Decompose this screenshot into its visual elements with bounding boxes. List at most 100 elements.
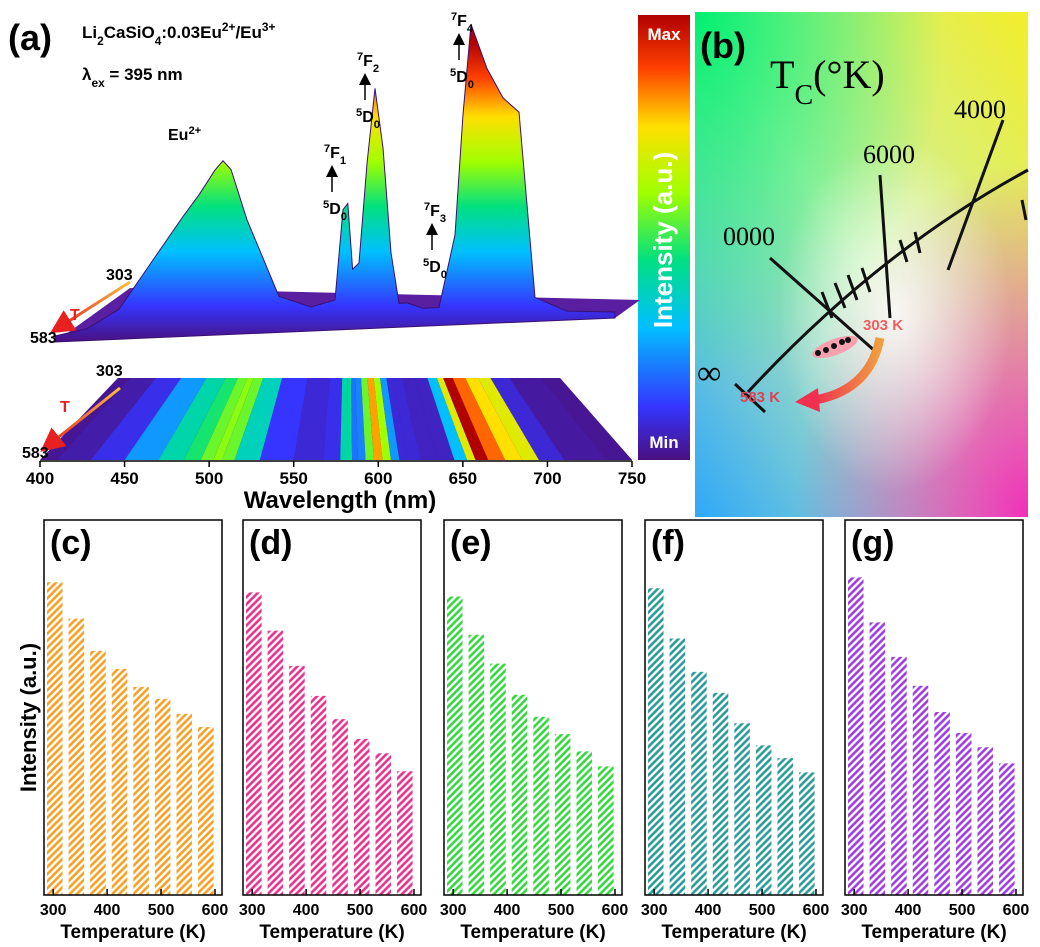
transition-lower: 5D0 bbox=[450, 67, 474, 91]
heatmap-cell bbox=[350, 378, 358, 460]
heatmap-cell bbox=[234, 378, 283, 460]
heatmap-cell bbox=[213, 378, 254, 460]
x-tick-label: 500 bbox=[749, 902, 776, 919]
transition-upper-part: F bbox=[430, 203, 440, 220]
bar bbox=[999, 763, 1015, 895]
transition-upper: 7F2 bbox=[357, 51, 379, 75]
heatmap-cell bbox=[90, 378, 182, 460]
plot-frame bbox=[443, 519, 623, 896]
composition-label-part: 4 bbox=[155, 34, 162, 48]
transition-lower: 5D0 bbox=[323, 199, 347, 223]
x-tick-label: 600 bbox=[1003, 902, 1030, 919]
colorbar-label: Intensity (a.u.) bbox=[648, 152, 678, 328]
heatmap-cell bbox=[490, 378, 565, 460]
transition-lower-part: D bbox=[329, 201, 341, 218]
temperature-label: 303 K bbox=[863, 317, 903, 334]
x-tick-label: 500 bbox=[548, 902, 575, 919]
composition-label-part: 2 bbox=[97, 34, 104, 48]
transition-lower-part: 0 bbox=[374, 119, 380, 131]
temperature-label: 583 K bbox=[740, 389, 780, 406]
peak-label-part: Eu bbox=[168, 127, 188, 144]
x-tick-label: 400 bbox=[695, 902, 722, 919]
temperature-symbol: T bbox=[70, 307, 80, 324]
transition-lower-part: 5 bbox=[450, 67, 456, 79]
transition-upper-part: F bbox=[363, 53, 373, 70]
x-tick-label: 600 bbox=[202, 902, 229, 919]
panel-label: (f) bbox=[651, 524, 685, 562]
heatmap-cell bbox=[380, 378, 400, 460]
heatmap-cell bbox=[465, 378, 523, 460]
transition-upper-part: F bbox=[457, 13, 467, 30]
heatmap-cell bbox=[346, 378, 353, 460]
x-tick-label: 600 bbox=[401, 902, 428, 919]
planck-locus bbox=[746, 168, 1029, 394]
excitation-label-part: = 395 nm bbox=[105, 65, 183, 84]
x-axis-label: Temperature (K) bbox=[259, 922, 404, 943]
transition-upper-part: 7 bbox=[324, 143, 330, 155]
bar bbox=[310, 695, 327, 895]
bar bbox=[133, 686, 149, 895]
bar bbox=[468, 634, 485, 895]
heatmap-cell bbox=[221, 378, 264, 460]
heatmap-cell bbox=[392, 378, 421, 460]
bar bbox=[198, 727, 214, 895]
transition-lower-part: 5 bbox=[356, 107, 362, 119]
heatmap-cell bbox=[259, 378, 308, 460]
composition-label: Li2CaSiO4:0.03Eu2+/Eu3+ bbox=[82, 20, 276, 48]
cie-heading-part: T bbox=[770, 52, 794, 97]
bar bbox=[934, 712, 950, 895]
heatmap-cell bbox=[443, 378, 489, 460]
heatmap-cell bbox=[373, 378, 391, 460]
bar bbox=[490, 663, 506, 895]
bar bbox=[669, 638, 686, 895]
transition-upper-part: F bbox=[330, 145, 340, 162]
heatmap-cell bbox=[323, 378, 343, 460]
x-axis-label: Temperature (K) bbox=[661, 922, 806, 943]
peak-label-part: 2+ bbox=[188, 125, 201, 137]
heatmap-cell bbox=[427, 378, 468, 460]
isotherm bbox=[733, 382, 767, 414]
temperature-label: 303 bbox=[96, 363, 123, 380]
plot-frame bbox=[242, 519, 422, 896]
isotherm bbox=[878, 174, 892, 319]
excitation-label-part: λ bbox=[82, 65, 92, 84]
cie-heading: TC(°K) bbox=[770, 52, 885, 111]
isotherm-label: 6000 bbox=[863, 140, 915, 169]
x-tick-label: 400 bbox=[494, 902, 521, 919]
transition-upper: 7F1 bbox=[324, 143, 346, 167]
spectrum-surface bbox=[54, 24, 616, 343]
temperature-label: 583 bbox=[30, 330, 57, 347]
x-tick-label: 750 bbox=[618, 469, 646, 488]
heatmap-cell bbox=[293, 378, 330, 460]
bar bbox=[176, 713, 193, 895]
temperature-label: 303 bbox=[106, 267, 133, 284]
heatmap-cell bbox=[436, 378, 476, 460]
bar bbox=[332, 719, 348, 895]
bar bbox=[554, 734, 571, 895]
transition-upper-part: 3 bbox=[440, 213, 446, 225]
isotherm-label: 4000 bbox=[954, 95, 1006, 124]
x-tick-label: 400 bbox=[895, 902, 922, 919]
isotherm bbox=[946, 119, 1005, 271]
x-tick-label: 500 bbox=[195, 469, 223, 488]
bar bbox=[246, 592, 262, 895]
heatmap-cell bbox=[509, 378, 607, 460]
panel-label: (e) bbox=[450, 524, 492, 562]
transition-lower-part: 0 bbox=[341, 211, 347, 223]
panel-b: (b) 4000 6000 0000 ∞ 303 K 583 K bbox=[695, 12, 1029, 517]
composition-label-part: 2+ bbox=[222, 20, 236, 34]
bar bbox=[648, 588, 664, 895]
x-tick-label: 700 bbox=[533, 469, 561, 488]
bar bbox=[111, 668, 128, 895]
x-tick-label: 450 bbox=[110, 469, 138, 488]
plot-frame bbox=[844, 519, 1024, 896]
bar bbox=[977, 747, 994, 895]
heatmap-cell bbox=[452, 378, 506, 460]
bar bbox=[353, 739, 370, 895]
bar bbox=[955, 733, 972, 895]
bar bbox=[848, 577, 864, 895]
transition-lower: 5D0 bbox=[356, 107, 380, 131]
x-tick-label: 400 bbox=[293, 902, 320, 919]
transition-upper-part: 7 bbox=[357, 51, 363, 63]
transition-upper-part: 7 bbox=[451, 11, 457, 23]
